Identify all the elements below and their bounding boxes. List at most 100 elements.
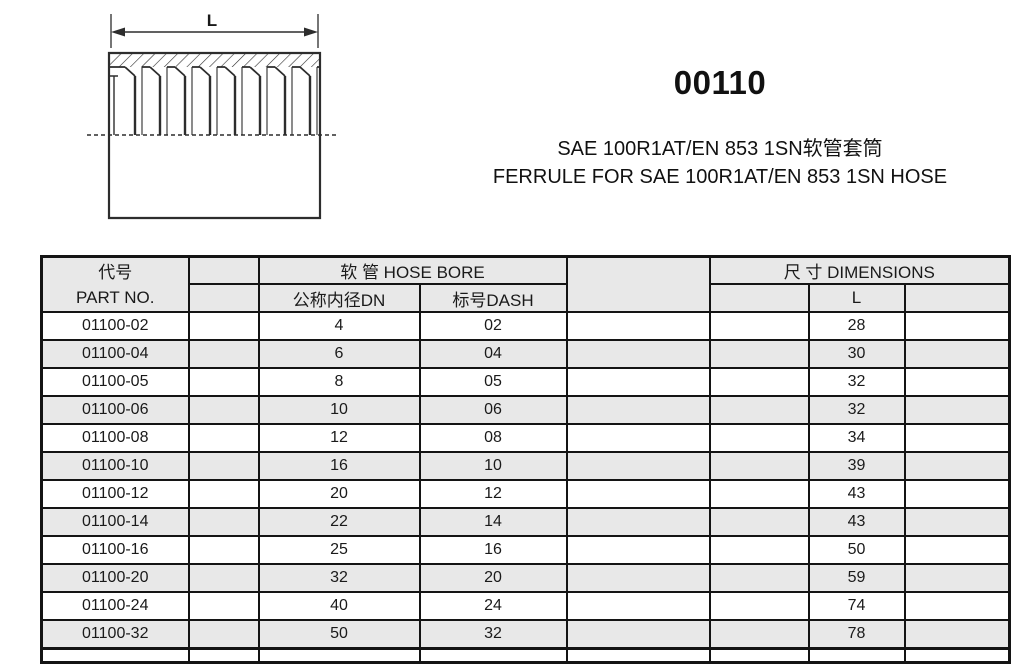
header-l: L	[807, 283, 906, 313]
cell-empty	[565, 535, 711, 565]
cell-empty	[903, 367, 1011, 397]
cell-empty	[903, 423, 1011, 453]
part-code-title: 00110	[673, 64, 767, 101]
table-row: 01100-24 40 24 74	[40, 591, 1011, 621]
table-row-partial	[40, 646, 1011, 663]
cell-part-no: 01100-05	[40, 367, 190, 397]
table-row: 01100-02 4 02 28	[40, 311, 1011, 341]
ferrule-drawing-svg: L	[87, 11, 337, 220]
cell-empty	[187, 507, 260, 537]
cell-empty	[708, 507, 810, 537]
cell-empty	[187, 451, 260, 481]
cell-dn: 6	[257, 339, 421, 369]
cell-dash: 12	[418, 479, 568, 509]
left-end-detail	[109, 75, 118, 135]
cell-part-no: 01100-12	[40, 479, 190, 509]
cell-empty	[708, 646, 810, 663]
cell-empty	[565, 507, 711, 537]
table-row: 01100-20 32 20 59	[40, 563, 1011, 593]
table-row: 01100-12 20 12 43	[40, 479, 1011, 509]
header-hose-bore-group: 软 管 HOSE BORE	[257, 255, 568, 285]
cell-part-no: 01100-24	[40, 591, 190, 621]
cell-part-no: 01100-32	[40, 619, 190, 649]
cell-dn: 10	[257, 395, 421, 425]
header-row-1: 代号 PART NO. 软 管 HOSE BORE 尺 寸 DIMENSIONS	[40, 255, 1011, 313]
cell-part-no: 01100-06	[40, 395, 190, 425]
cell-dn: 4	[257, 311, 421, 341]
cell-empty	[565, 423, 711, 453]
cell-empty	[903, 507, 1011, 537]
serration-teeth-thick	[133, 76, 312, 135]
cell-empty	[708, 535, 810, 565]
cell-l: 43	[807, 507, 906, 537]
subtitle-chinese: SAE 100R1AT/EN 853 1SN软管套筒	[557, 138, 883, 160]
cell-part-no: 01100-14	[40, 507, 190, 537]
cell-dn: 20	[257, 479, 421, 509]
table-row: 01100-32 50 32 78	[40, 619, 1011, 649]
cell-dash: 10	[418, 451, 568, 481]
cell-empty	[903, 395, 1011, 425]
cell-empty	[418, 646, 568, 663]
cell-empty	[903, 563, 1011, 593]
title-block: 00110 SAE 100R1AT/EN 853 1SN软管套筒 FERRULE…	[430, 64, 1010, 191]
cell-empty	[187, 367, 260, 397]
cell-empty	[708, 423, 810, 453]
table-row: 01100-14 22 14 43	[40, 507, 1011, 537]
cell-empty	[903, 339, 1011, 369]
cell-dn: 50	[257, 619, 421, 649]
cell-empty	[903, 646, 1011, 663]
cell-empty	[565, 339, 711, 369]
cell-empty	[708, 339, 810, 369]
cell-empty	[187, 479, 260, 509]
cell-empty	[903, 619, 1011, 649]
spec-table: 代号 PART NO. 软 管 HOSE BORE 尺 寸 DIMENSIONS…	[40, 255, 1012, 664]
cell-dash: 32	[418, 619, 568, 649]
dimension-arrowhead-right	[304, 27, 318, 37]
serration-teeth-thin	[141, 67, 318, 135]
cell-empty	[565, 646, 711, 663]
cell-empty	[708, 591, 810, 621]
cell-empty	[903, 451, 1011, 481]
cell-part-no: 01100-16	[40, 535, 190, 565]
header-empty-col6	[708, 283, 810, 313]
header-dn: 公称内径DN	[257, 283, 421, 313]
cell-dn: 32	[257, 563, 421, 593]
table-row: 01100-16 25 16 50	[40, 535, 1011, 565]
cell-l: 30	[807, 339, 906, 369]
header-dimensions-group: 尺 寸 DIMENSIONS	[708, 255, 1011, 285]
cell-part-no: 01100-20	[40, 563, 190, 593]
cell-l: 32	[807, 367, 906, 397]
cell-empty	[565, 563, 711, 593]
cell-empty	[40, 646, 190, 663]
cell-empty	[565, 479, 711, 509]
cell-dn: 25	[257, 535, 421, 565]
cell-dash: 06	[418, 395, 568, 425]
cell-empty	[187, 646, 260, 663]
cell-empty	[708, 479, 810, 509]
cell-part-no: 01100-10	[40, 451, 190, 481]
cell-l: 28	[807, 311, 906, 341]
cell-empty	[187, 591, 260, 621]
header-part-no-en: PART NO.	[76, 287, 155, 307]
cell-empty	[565, 451, 711, 481]
cell-dn: 16	[257, 451, 421, 481]
header-dash: 标号DASH	[418, 283, 568, 313]
cell-empty	[187, 619, 260, 649]
cell-dash: 20	[418, 563, 568, 593]
cell-l: 74	[807, 591, 906, 621]
cell-empty	[708, 367, 810, 397]
header-part-no-cn: 代号	[98, 262, 133, 282]
cell-l: 39	[807, 451, 906, 481]
cell-dash: 14	[418, 507, 568, 537]
table-row: 01100-10 16 10 39	[40, 451, 1011, 481]
cell-empty	[565, 311, 711, 341]
cell-empty	[903, 311, 1011, 341]
cell-part-no: 01100-02	[40, 311, 190, 341]
cell-dash: 08	[418, 423, 568, 453]
cell-dash: 04	[418, 339, 568, 369]
dimension-extension-lines	[110, 14, 319, 48]
cell-dn: 12	[257, 423, 421, 453]
cell-l: 43	[807, 479, 906, 509]
dimension-label: L	[207, 11, 217, 30]
